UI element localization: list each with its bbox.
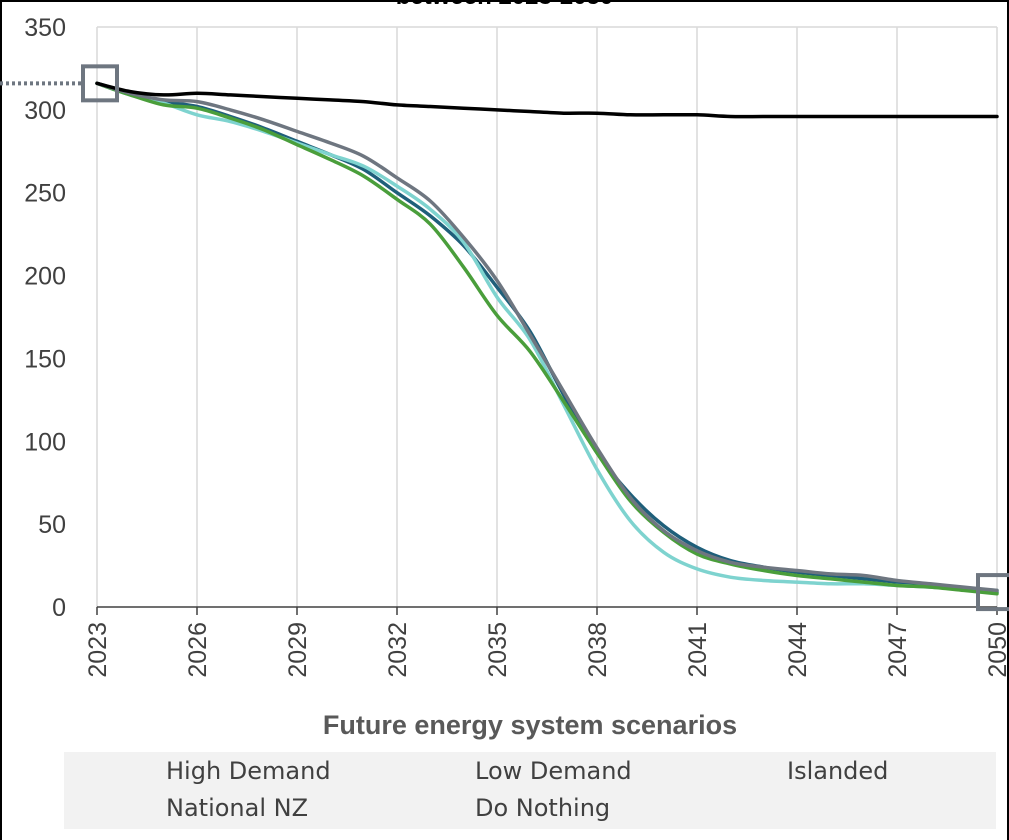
series-line-high-demand [95, 81, 999, 594]
series-line-national-nz [95, 81, 999, 593]
x-axis-title: Future energy system scenarios [322, 710, 738, 740]
legend-item-national-nz: National NZ [166, 794, 309, 822]
x-tick-label-2035: 2035 [484, 622, 512, 678]
x-axis: 2023 2026 2029 2032 2035 2038 2041 2044 2047 2050 [84, 606, 1009, 678]
y-tick-label-300: 300 [24, 97, 66, 125]
y-tick-label-50: 50 [38, 511, 66, 539]
end-highlight-square [976, 573, 1009, 612]
series-line-do-nothing [95, 81, 999, 119]
series-lines [95, 81, 999, 596]
y-axis-ticks: 0 50 100 150 200 250 300 350 [24, 14, 66, 622]
y-tick-label-250: 250 [24, 180, 66, 208]
legend-item-high-demand: High Demand [166, 757, 331, 785]
x-tick-label-2023: 2023 [84, 622, 112, 678]
start-highlight-square [81, 64, 119, 103]
chart-title: between 2023-2050 [0, 0, 1009, 11]
legend-item-low-demand: Low Demand [475, 757, 632, 785]
y-tick-label-350: 350 [24, 14, 66, 42]
legend-item-islanded: Islanded [787, 757, 889, 785]
x-tick-label-2050: 2050 [984, 622, 1009, 678]
y-tick-label-150: 150 [24, 345, 66, 373]
legend: High Demand Low Demand Islanded National… [64, 752, 996, 829]
x-tick-label-2044: 2044 [784, 622, 812, 678]
x-tick-label-2038: 2038 [584, 622, 612, 678]
series-line-low-demand [95, 81, 999, 593]
y-tick-label-0: 0 [52, 594, 66, 622]
x-tick-label-2041: 2041 [684, 622, 712, 678]
series-line-islanded [95, 81, 999, 596]
highlight-markers [0, 64, 1009, 612]
x-tick-label-2047: 2047 [884, 622, 912, 678]
x-tick-label-2032: 2032 [384, 622, 412, 678]
x-tick-label-2026: 2026 [184, 622, 212, 678]
gridlines [96, 26, 998, 607]
y-tick-label-200: 200 [24, 263, 66, 291]
legend-item-do-nothing: Do Nothing [475, 794, 611, 822]
y-tick-label-100: 100 [24, 428, 66, 456]
x-tick-label-2029: 2029 [284, 622, 312, 678]
